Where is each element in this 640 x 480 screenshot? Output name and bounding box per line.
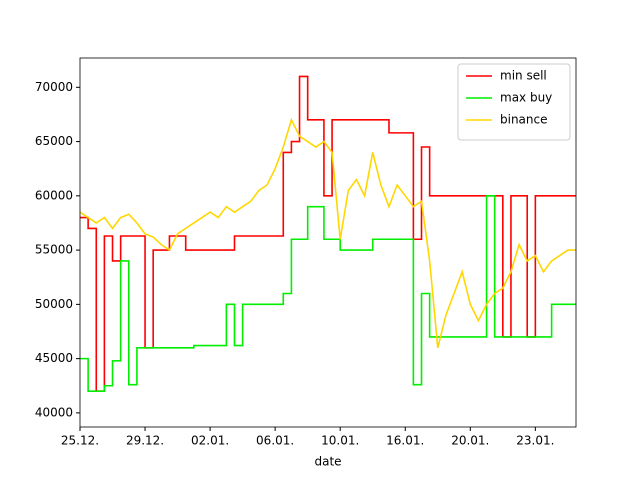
x-tick-label: 16.01. [386, 434, 424, 448]
x-tick-label: 10.01. [321, 434, 359, 448]
legend-label: min sell [500, 69, 547, 83]
x-tick-label: 06.01. [256, 434, 294, 448]
legend-box [457, 63, 571, 141]
plot-frame [79, 57, 577, 428]
x-tick-label: 23.01. [516, 434, 554, 448]
y-tick-label: 55000 [35, 243, 73, 257]
series-line [79, 117, 576, 348]
y-tick-label: 40000 [35, 405, 73, 419]
x-axis-label: date [314, 455, 341, 469]
legend-label: max buy [500, 91, 552, 105]
x-tick-label: 02.01. [191, 434, 229, 448]
y-tick-label: 50000 [35, 297, 73, 311]
series-line [80, 195, 576, 392]
x-tick-label: 20.01. [451, 434, 489, 448]
y-tick-label: 45000 [35, 351, 73, 365]
x-tick-label: 29.12. [126, 434, 164, 448]
x-tick-label: 25.12. [61, 434, 99, 448]
legend-label: binance [500, 113, 548, 127]
y-tick-label: 65000 [35, 134, 73, 148]
y-tick-label: 60000 [35, 188, 73, 202]
y-tick-label: 70000 [35, 80, 73, 94]
